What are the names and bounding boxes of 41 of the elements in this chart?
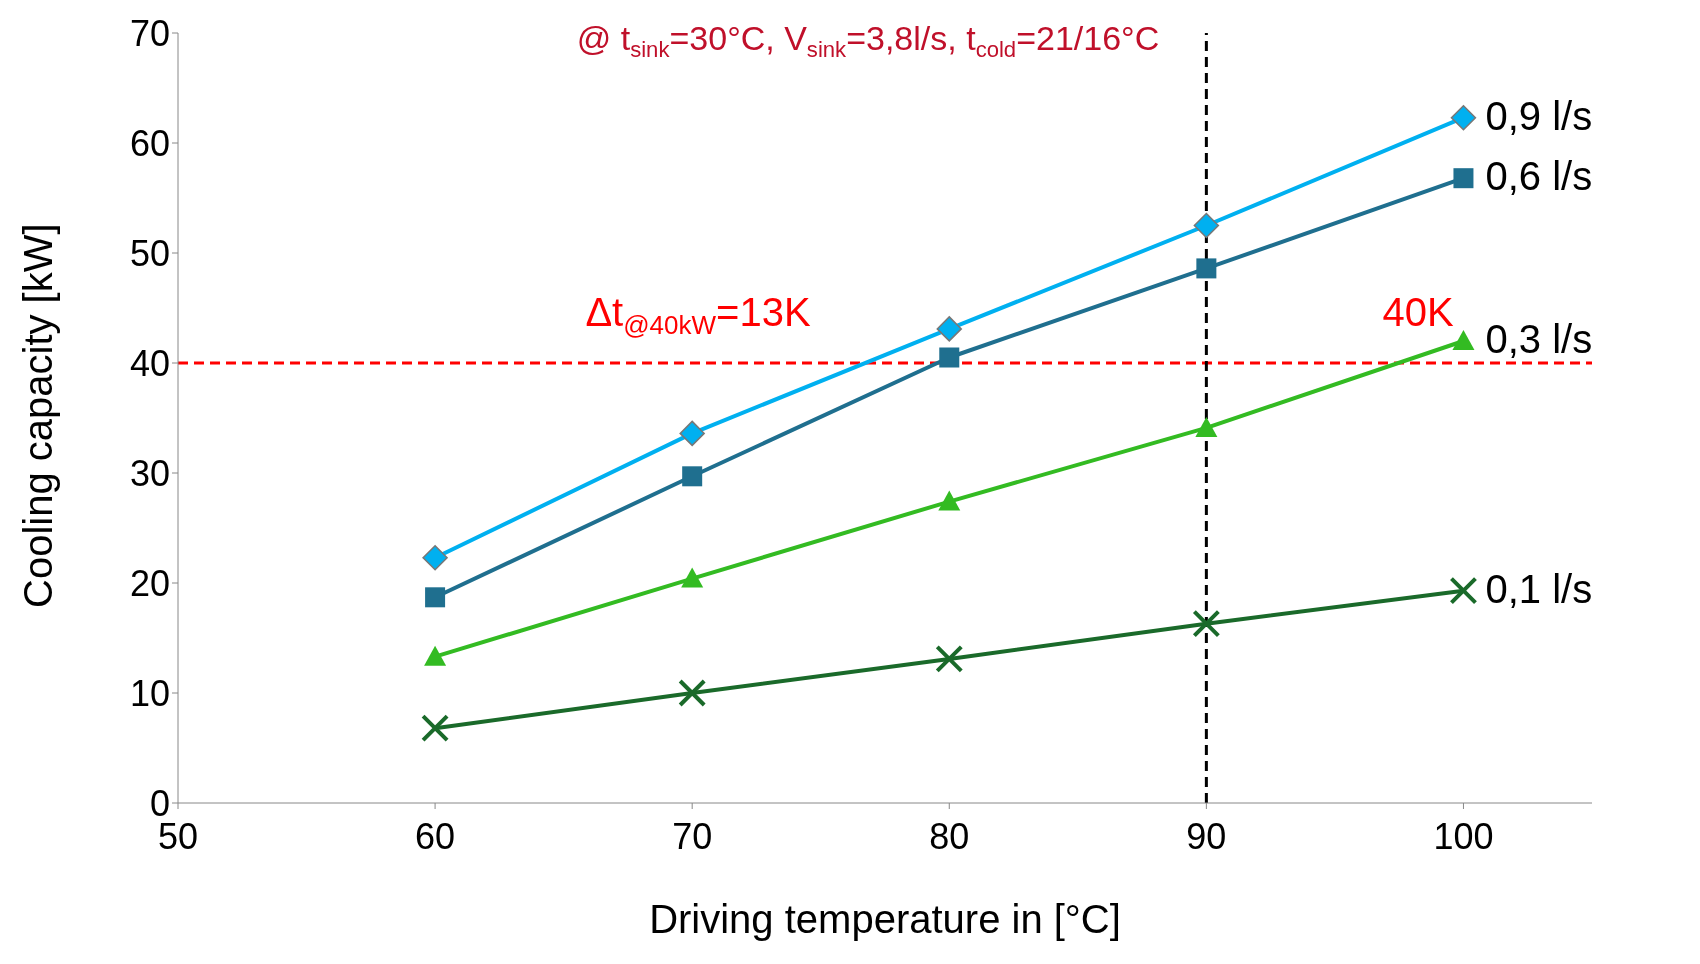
- point: [1452, 330, 1475, 350]
- y-tick-label: 10: [129, 672, 170, 714]
- y-tick-label: 30: [129, 452, 170, 494]
- y-tick-label: 50: [129, 232, 170, 274]
- point: [938, 490, 961, 511]
- chart-subtitle: @ t$_{sink}$=30°C, V$_{sink}$=3,8l/s, t$_{cold}$=21/16°C: [576, 19, 1160, 62]
- y-axis-title: Cooling capacity [kW]: [16, 223, 61, 608]
- x-tick-label: 80: [929, 815, 970, 857]
- y-tick-label: 40: [129, 342, 170, 384]
- point: [1453, 168, 1474, 189]
- series-label: 0,3 l/s: [1485, 317, 1593, 361]
- point: [682, 466, 703, 487]
- x-axis-title: Driving temperature in [°C]: [649, 897, 1121, 941]
- point: [678, 679, 707, 707]
- point: [1193, 212, 1220, 239]
- series-label: 0,6 l/s: [1485, 154, 1593, 199]
- series-label: 0,1 l/s: [1485, 566, 1593, 611]
- series-label: 0,9 l/s: [1485, 93, 1593, 138]
- x-tick-label: 100: [1433, 815, 1494, 857]
- point: [422, 544, 448, 571]
- point: [679, 420, 705, 447]
- y-tick-label: 70: [129, 12, 170, 54]
- point: [421, 714, 450, 743]
- y-tick-label: 60: [129, 122, 170, 164]
- point: [935, 644, 964, 673]
- point: [425, 587, 446, 608]
- point: [1192, 609, 1221, 638]
- point: [424, 645, 447, 666]
- point: [1196, 258, 1217, 279]
- x-tick-label: 90: [1186, 815, 1227, 857]
- point: [936, 316, 963, 342]
- annotation: Δt$_{@40kW}$=13K: [585, 290, 811, 340]
- point: [1195, 416, 1218, 437]
- point: [1449, 576, 1478, 605]
- y-tick-label: 20: [129, 562, 170, 604]
- x-tick-label: 70: [672, 815, 713, 857]
- point: [1450, 104, 1477, 131]
- point: [939, 347, 960, 368]
- x-tick-label: 60: [415, 815, 456, 857]
- annotation: 40K: [1382, 290, 1454, 334]
- point: [681, 567, 704, 588]
